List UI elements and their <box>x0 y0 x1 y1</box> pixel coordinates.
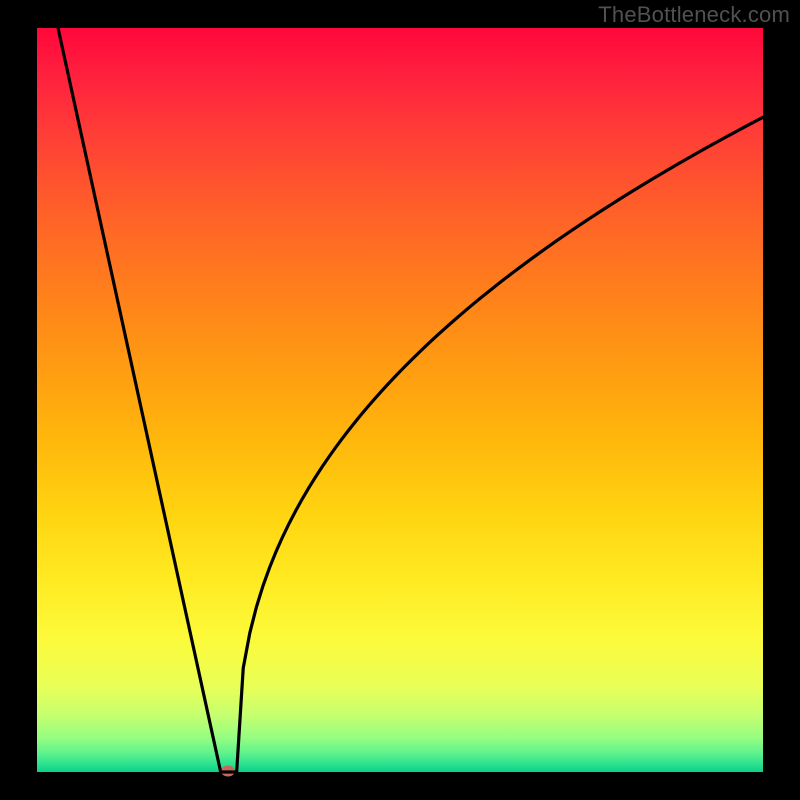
watermark-text: TheBottleneck.com <box>598 2 790 28</box>
chart-container: TheBottleneck.com <box>0 0 800 800</box>
bottleneck-curve-chart <box>0 0 800 800</box>
gradient-background <box>37 28 763 772</box>
